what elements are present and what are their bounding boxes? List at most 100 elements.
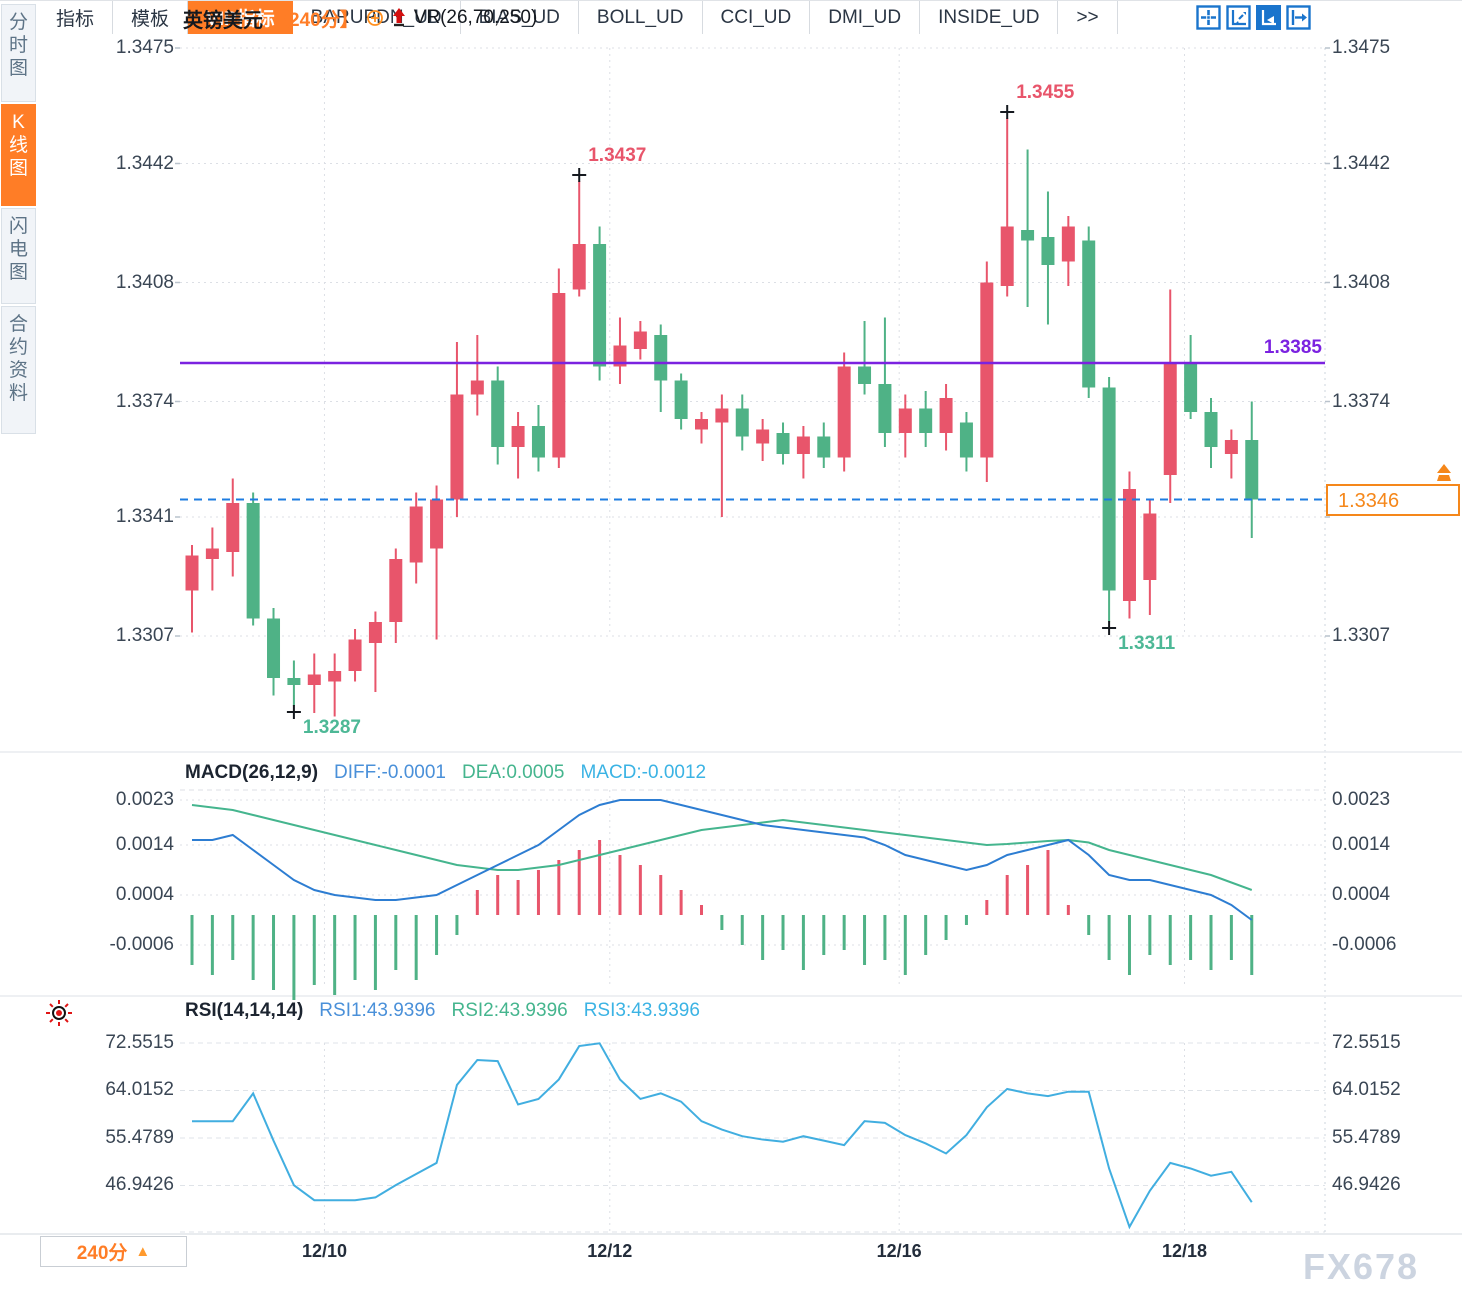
candle-body (817, 436, 831, 458)
candle-body (919, 408, 933, 433)
extreme-price-label: 1.3455 (1016, 82, 1075, 103)
bottom-tab--[interactable]: >> (1058, 1, 1118, 34)
macd-histogram-bar (394, 915, 398, 970)
bottom-tab-vip指标[interactable]: VIP指标 (188, 1, 293, 34)
candle-body (1021, 230, 1035, 241)
macd-histogram-bar (1229, 915, 1233, 960)
macd-histogram-bar (1087, 915, 1091, 935)
price-tick-label-left: 1.3374 (115, 390, 174, 412)
bottom-tab-inside-ud[interactable]: INSIDE_UD (920, 1, 1059, 34)
vr-indicator-label[interactable]: VR(26,70,250) (413, 7, 538, 28)
macd-histogram-bar (353, 915, 357, 980)
macd-histogram-bar (842, 915, 846, 950)
candle-body (1204, 412, 1218, 447)
price-up-arrow-icon (1437, 464, 1451, 481)
bottom-tab-cci-ud[interactable]: CCI_UD (703, 1, 811, 34)
candle-body (430, 499, 444, 549)
macd-tick-label-right: -0.0006 (1332, 934, 1397, 955)
bottom-tab-barupdn-ud[interactable]: BARUPDN_UD (293, 1, 461, 34)
price-tick-label-right: 1.3442 (1332, 152, 1391, 174)
price-tick-label-left: 1.3307 (115, 625, 174, 646)
macd-dea-value: DEA:0.0005 (461, 762, 565, 783)
rsi-title[interactable]: RSI(14,14,14) (185, 1000, 304, 1021)
macd-tick-label-left: 0.0004 (115, 884, 174, 905)
macd-histogram-bar (964, 915, 968, 925)
macd-histogram-bar (761, 915, 765, 960)
hline-price-label: 1.3385 (1263, 337, 1322, 358)
macd-histogram-bar (1026, 865, 1030, 915)
candle-body (1224, 440, 1238, 454)
sidebar-item-1[interactable]: 分时图 (1, 4, 36, 102)
axis-pointer-icon[interactable] (1256, 5, 1281, 30)
macd-histogram-bar (781, 915, 785, 950)
crosshair-pan-icon[interactable] (1196, 5, 1221, 30)
macd-histogram-bar (883, 915, 887, 960)
macd-histogram-bar (272, 915, 276, 990)
candle-body (552, 293, 566, 458)
macd-histogram-bar (863, 915, 867, 965)
rsi-tick-label-left: 55.4789 (105, 1126, 174, 1148)
axis-zoom-icon[interactable] (1226, 5, 1251, 30)
candle-body (450, 394, 464, 500)
candle-body (980, 282, 994, 458)
triangle-up-icon: ▲ (135, 1243, 151, 1260)
candle-body (613, 345, 627, 367)
price-tick-label-left: 1.3341 (115, 506, 174, 527)
circle-plus-icon[interactable] (366, 9, 384, 27)
panel-collapse-icon[interactable] (1286, 5, 1311, 30)
sidebar-item-3[interactable]: 闪电图 (1, 208, 36, 304)
macd-histogram-bar (1107, 915, 1111, 960)
candle-body (205, 548, 219, 559)
candle-body (185, 555, 199, 591)
macd-histogram-bar (475, 890, 479, 915)
candle-body (1122, 489, 1136, 601)
macd-histogram-bar (1189, 915, 1193, 960)
candle-body (756, 429, 770, 444)
candle-body (226, 503, 240, 552)
macd-histogram-bar (924, 915, 928, 955)
macd-histogram-bar (801, 915, 805, 970)
rsi1-value: RSI1:43.9396 (319, 1000, 436, 1021)
interval-selector[interactable]: 240分 ▲ (40, 1236, 187, 1267)
candle-body (674, 380, 688, 419)
candle-body (1000, 226, 1014, 286)
candle-body (654, 335, 668, 381)
date-tick-label: 12/10 (301, 1241, 347, 1261)
candle-body (368, 622, 382, 643)
macd-histogram-bar (496, 875, 500, 915)
macd-tick-label-right: 0.0004 (1332, 884, 1391, 905)
bottom-tab-bias-ud[interactable]: BIAS_UD (461, 1, 579, 34)
macd-histogram-bar (720, 915, 724, 930)
sidebar-item-2[interactable]: K线图 (1, 104, 36, 206)
macd-histogram-bar (1209, 915, 1213, 970)
bottom-tab-dmi-ud[interactable]: DMI_UD (810, 1, 921, 34)
macd-macd-value: MACD:-0.0012 (580, 762, 707, 783)
macd-histogram-bar (577, 850, 581, 915)
red-up-arrow-icon[interactable] (391, 7, 407, 29)
interval-tag[interactable]: 【240分】 (270, 9, 359, 31)
macd-title[interactable]: MACD(26,12,9) (185, 762, 319, 783)
chart-header: 英镑美元 【240分】 VR(26,70,250) (183, 5, 538, 32)
rsi-tick-label-left: 72.5515 (105, 1032, 174, 1053)
bottom-tab-模板[interactable]: 模板 (113, 1, 189, 34)
bottom-tab-指标[interactable]: 指标 (38, 1, 114, 34)
candle-body (837, 366, 851, 458)
macd-histogram-bar (455, 915, 459, 935)
macd-histogram-bar (1148, 915, 1152, 955)
rsi-tick-label-left: 46.9426 (105, 1174, 174, 1196)
current-price-box: 1.3346 (1326, 484, 1460, 516)
sidebar-item-label: 分时图 (8, 12, 28, 79)
symbol-title: 英镑美元 (183, 9, 263, 32)
rsi3-value: RSI3:43.9396 (583, 1000, 700, 1021)
candle-body (572, 244, 586, 290)
sidebar-item-4[interactable]: 合约资料 (1, 306, 36, 434)
macd-tick-label-right: 0.0014 (1332, 834, 1391, 855)
indicator-settings-sun-icon[interactable] (45, 999, 73, 1027)
macd-histogram-bar (822, 915, 826, 955)
macd-histogram-bar (557, 860, 561, 915)
candle-body (389, 559, 403, 622)
candle-body (1061, 226, 1075, 262)
macd-histogram-bar (190, 915, 194, 965)
bottom-tab-boll-ud[interactable]: BOLL_UD (579, 1, 703, 34)
